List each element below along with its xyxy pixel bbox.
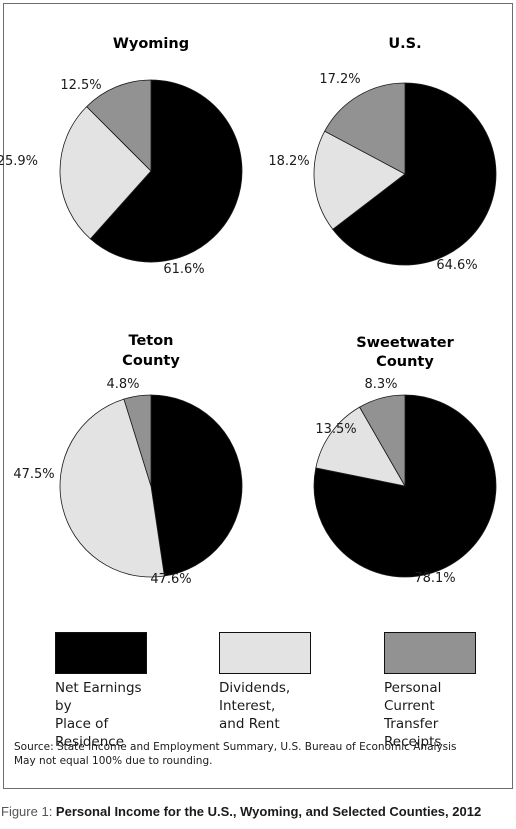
legend-swatch-transfer-receipts [384, 632, 476, 674]
chart-title: U.S. [388, 36, 421, 52]
legend-label-transfer-receipts: Personal Current Transfer Receipts [384, 680, 442, 750]
pie-slice [315, 406, 406, 487]
slice-label: 61.6% [163, 262, 204, 277]
legend-swatch-dividends [219, 632, 311, 674]
pie-slice [86, 79, 152, 172]
slice-label: 8.3% [364, 377, 397, 392]
pie-slice [59, 106, 152, 240]
chart-title: County [376, 354, 434, 370]
legend-label-dividends: Dividends, Interest, and Rent [219, 680, 291, 732]
pie-slice [89, 79, 243, 263]
slice-label: 47.6% [150, 572, 191, 587]
pie-chart-3: Teton County 47.6% 47.5% 4.8% [13, 333, 243, 587]
chart-title: County [122, 353, 180, 369]
pie-slice [324, 82, 406, 175]
chart-title: Wyoming [113, 36, 189, 52]
pie-slice [359, 394, 406, 488]
legend-swatch-net-earnings [55, 632, 147, 674]
pie-chart-2: U.S. 64.6% 18.2% 17.2% [268, 36, 497, 273]
pie-slice [313, 130, 406, 230]
source-line: Source: State Income and Employment Summ… [14, 741, 457, 753]
pie-slice [123, 394, 152, 487]
pie-chart-1: Wyoming 61.6% 25.9% 12.5% [0, 36, 243, 277]
figure-title: Personal Income for the U.S., Wyoming, a… [55, 804, 482, 819]
pie-chart-4: Sweetwater County 78.1% 13.5% 8.3% [313, 335, 497, 586]
slice-label: 12.5% [60, 78, 101, 93]
figure-frame [3, 3, 513, 789]
slice-label: 18.2% [268, 154, 309, 169]
legend-item-dividends: Dividends, Interest, and Rent [219, 632, 319, 733]
figure-number: Figure 1: [1, 804, 56, 819]
pie-slice [59, 398, 165, 578]
pie-slice [332, 82, 497, 266]
legend-item-transfer-receipts: Personal Current Transfer Receipts [384, 632, 484, 751]
slice-label: 4.8% [106, 377, 139, 392]
pie-charts: Wyoming 61.6% 25.9% 12.5% U.S. 64.6% 18.2% 17.2… [0, 36, 497, 587]
source-note: Source: State Income and Employment Summ… [14, 740, 457, 768]
slice-label: 17.2% [319, 72, 360, 87]
rounding-note: May not equal 100% due to rounding. [14, 755, 213, 767]
legend-item-net-earnings: Net Earnings by Place of Residence [55, 632, 155, 751]
slice-label: 64.6% [436, 258, 477, 273]
slice-label: 78.1% [414, 571, 455, 586]
chart-title: Teton [128, 333, 173, 349]
legend-label-net-earnings: Net Earnings by Place of Residence [55, 680, 142, 750]
slice-label: 25.9% [0, 154, 38, 169]
figure-caption: Figure 1: Personal Income for the U.S., … [1, 804, 481, 819]
chart-title: Sweetwater [356, 335, 454, 351]
pie-slice [150, 394, 243, 577]
slice-label: 47.5% [13, 467, 54, 482]
slice-label: 13.5% [315, 422, 356, 437]
